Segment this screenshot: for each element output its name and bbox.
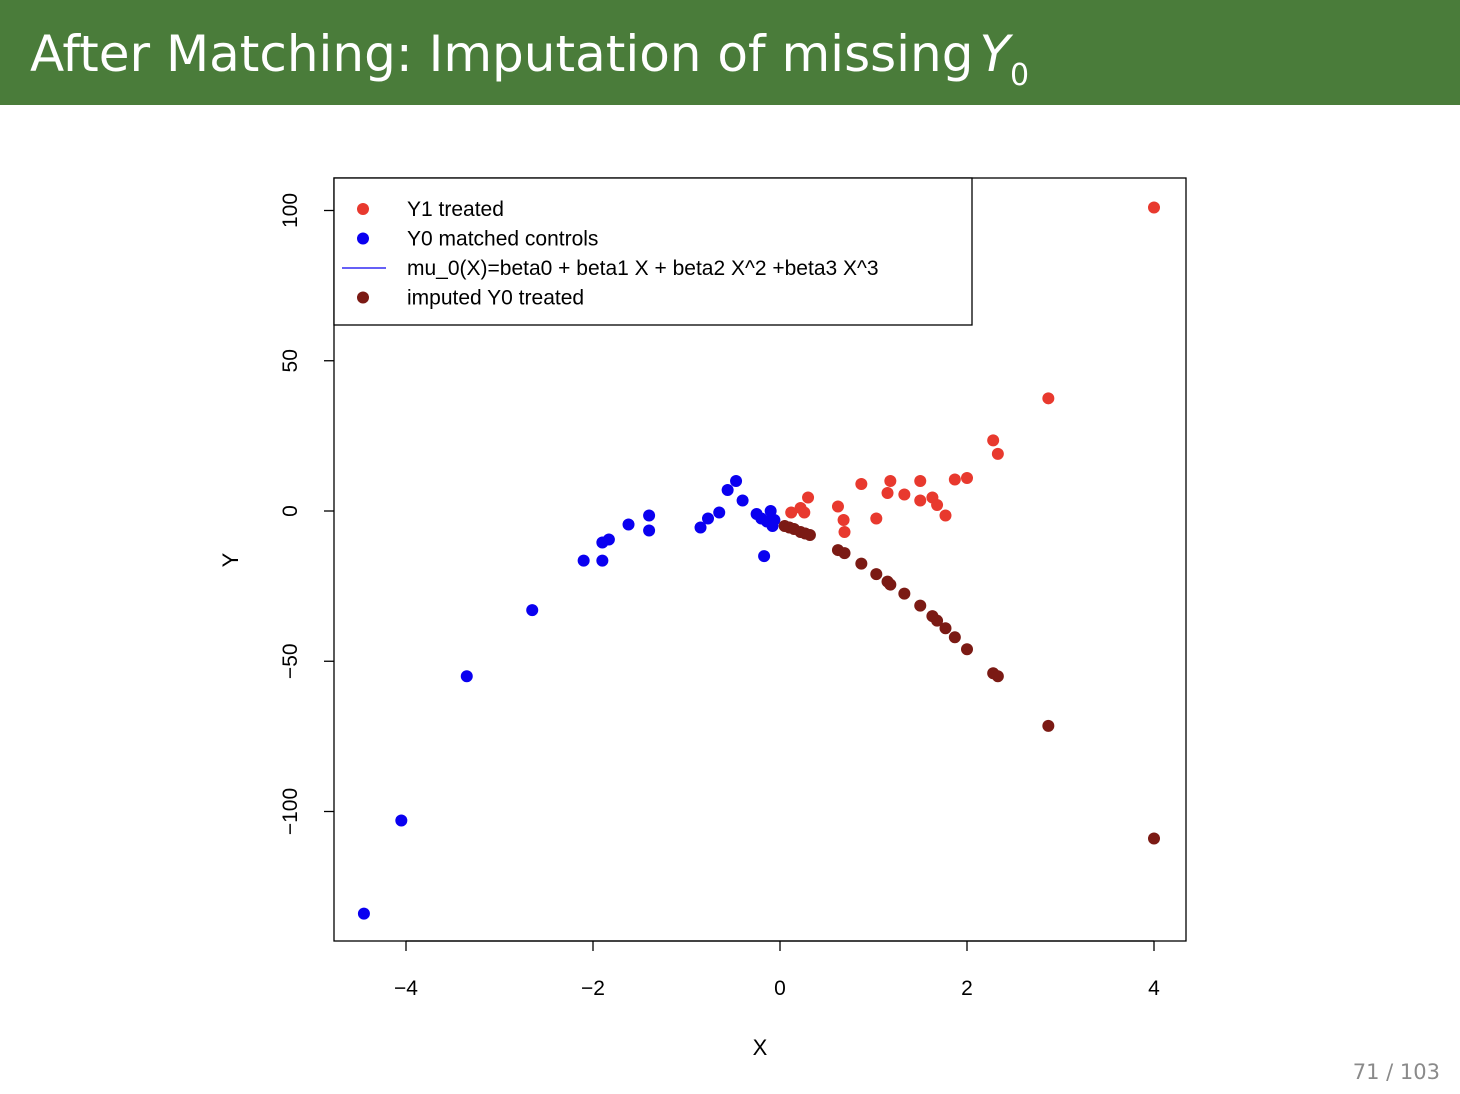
point-y0-matched-controls <box>643 509 656 522</box>
slide-title-text: After Matching: Imputation of missing <box>30 25 974 83</box>
point-y1-treated <box>914 474 927 487</box>
point-y0-matched-controls <box>766 520 779 533</box>
x-tick-label: 0 <box>774 977 786 1000</box>
point-y0-matched-controls <box>577 554 590 567</box>
point-imputed-y0-treated <box>898 587 911 600</box>
point-y0-matched-controls <box>721 483 734 496</box>
point-y1-treated <box>884 474 897 487</box>
point-imputed-y0-treated <box>939 622 952 635</box>
point-y0-matched-controls <box>622 518 635 531</box>
title-math-letter: Y <box>979 25 1011 83</box>
point-y0-matched-controls <box>357 907 370 920</box>
y-tick-label: 50 <box>279 349 302 372</box>
point-imputed-y0-treated <box>961 643 973 656</box>
point-y1-treated <box>987 434 1000 447</box>
point-y0-matched-controls <box>643 524 656 537</box>
point-y1-treated <box>802 491 815 504</box>
x-axis-title: X <box>753 1035 768 1060</box>
point-y0-matched-controls <box>526 604 539 617</box>
legend-point-symbol <box>357 232 369 245</box>
legend-label: imputed Y0 treated <box>407 287 584 310</box>
point-y1-treated <box>898 488 911 501</box>
point-imputed-y0-treated <box>1148 832 1160 845</box>
point-imputed-y0-treated <box>855 557 868 570</box>
point-y1-treated <box>991 447 1004 460</box>
point-y1-treated <box>855 477 868 490</box>
point-y0-matched-controls <box>713 506 726 519</box>
point-imputed-y0-treated <box>914 599 927 612</box>
x-tick-label: −4 <box>394 977 418 1000</box>
point-y1-treated <box>948 473 961 486</box>
point-y1-treated <box>785 506 798 519</box>
point-y1-treated <box>931 498 944 511</box>
point-imputed-y0-treated <box>931 614 944 627</box>
point-y1-treated <box>939 509 952 522</box>
legend-label: Y1 treated <box>407 198 504 221</box>
point-y1-treated <box>961 471 973 484</box>
point-y1-treated <box>798 506 811 519</box>
point-imputed-y0-treated <box>884 578 897 591</box>
point-y1-treated <box>831 500 844 513</box>
legend-label: mu_0(X)=beta0 + beta1 X + beta2 X^2 +bet… <box>407 257 879 280</box>
point-y0-matched-controls <box>602 533 615 546</box>
point-y0-matched-controls <box>694 521 707 534</box>
point-imputed-y0-treated <box>838 547 851 560</box>
point-y0-matched-controls <box>758 550 771 563</box>
point-y1-treated <box>870 512 883 525</box>
title-math-subscript: 0 <box>1010 58 1030 93</box>
title-bar <box>0 0 1460 105</box>
point-imputed-y0-treated <box>1042 719 1055 732</box>
x-tick-label: 4 <box>1148 977 1160 1000</box>
page-number: 71 / 103 <box>1352 1060 1440 1084</box>
slide-title: After Matching: Imputation of missing Y0 <box>30 22 1029 108</box>
y-tick-label: 0 <box>279 505 302 517</box>
point-y0-matched-controls <box>730 474 743 487</box>
point-imputed-y0-treated <box>948 631 961 644</box>
point-imputed-y0-treated <box>991 670 1004 683</box>
point-y0-matched-controls <box>596 554 609 567</box>
legend-point-symbol <box>357 203 369 215</box>
point-y0-matched-controls <box>702 512 715 525</box>
point-y1-treated <box>1042 392 1055 405</box>
x-tick-label: 2 <box>961 977 973 1000</box>
point-imputed-y0-treated <box>870 568 883 581</box>
point-y1-treated <box>1148 201 1160 214</box>
point-y1-treated <box>837 514 850 527</box>
legend-point-symbol <box>357 291 369 304</box>
x-tick-label: −2 <box>581 977 605 1000</box>
point-y0-matched-controls <box>395 814 408 827</box>
point-y1-treated <box>838 526 851 539</box>
legend-box <box>333 177 973 326</box>
y-tick-label: −50 <box>279 643 302 679</box>
point-imputed-y0-treated <box>803 529 816 542</box>
point-y0-matched-controls <box>460 670 473 683</box>
legend-label: Y0 matched controls <box>407 228 598 251</box>
title-math-variable: Y0 <box>979 25 1029 93</box>
point-y0-matched-controls <box>764 505 777 517</box>
y-axis-title: Y <box>218 552 243 567</box>
y-tick-label: −100 <box>279 788 302 835</box>
point-y0-matched-controls <box>736 494 749 507</box>
point-y1-treated <box>881 486 894 499</box>
point-y1-treated <box>914 494 927 507</box>
y-tick-label: 100 <box>279 193 302 228</box>
